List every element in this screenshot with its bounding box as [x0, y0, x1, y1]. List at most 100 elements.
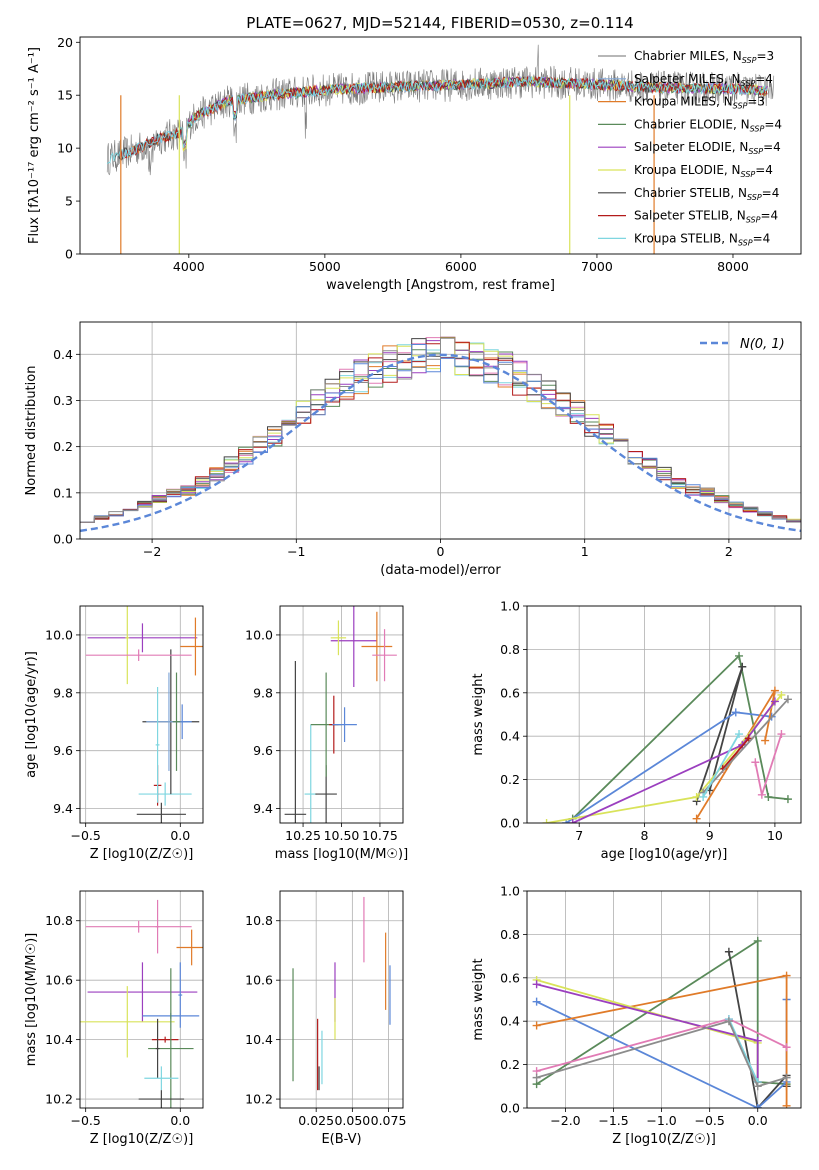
mass-weight-line — [572, 654, 789, 820]
mass-weight-marker — [770, 697, 779, 706]
axes-frame — [79, 890, 204, 1109]
y-tick-label: 0.4 — [53, 347, 73, 362]
legend-label: Salpeter STELIB, NSSP=4 — [634, 209, 778, 225]
y-tick-label: 9.4 — [253, 801, 273, 816]
mass-weight-marker — [782, 1073, 791, 1082]
x-tick-label: 10 — [767, 828, 783, 843]
x-axis-label: age [log10(age/yr)] — [601, 847, 728, 862]
x-tick-label: −0.5 — [70, 1113, 100, 1128]
axes-mass_weight_vs_age: 7 8 9 10 0.0 0.2 0.4 0.6 0.8 1.0 age [log10(age/yr… — [471, 599, 802, 862]
mass-weight-marker — [731, 708, 740, 717]
x-tick-label: 10.25 — [285, 828, 321, 843]
mass-weight-marker — [753, 936, 762, 945]
legend-label: Kroupa STELIB, NSSP=4 — [634, 231, 770, 247]
plot-area-mass_vs_EBV — [292, 896, 391, 1091]
y-tick-label: 1.0 — [500, 884, 520, 899]
x-axis-label: mass [log10(M/M☉)] — [275, 847, 408, 862]
axes-residuals: −2 −1 0 1 2 0.0 0.1 0.2 0.3 0.4 (data-model)/error… — [24, 321, 802, 578]
y-tick-label: 0.0 — [53, 532, 73, 547]
mass-weight-marker — [764, 792, 773, 801]
y-tick-label: 10.2 — [245, 1092, 273, 1107]
y-tick-label: 10.8 — [245, 913, 273, 928]
y-tick-label: 10.6 — [45, 973, 73, 988]
plot-area-mass_vs_Z — [80, 899, 203, 1108]
plot-area-mass_weight_vs_Z — [532, 936, 791, 1108]
spectrum-model-line — [106, 76, 768, 165]
x-tick-label: 0.0 — [170, 828, 190, 843]
mass-weight-marker — [542, 819, 551, 823]
mass-weight-line — [536, 1020, 787, 1088]
y-tick-label: 0.2 — [500, 772, 520, 787]
legend-label: Chabrier ELODIE, NSSP=4 — [634, 117, 782, 133]
axes-frame — [279, 605, 404, 824]
mass-weight-marker — [532, 1021, 541, 1030]
axes-age_vs_mass: 10.25 10.50 10.75 9.4 9.6 9.8 10.0 mass [log10(… — [245, 605, 408, 862]
y-tick-label: 0.6 — [500, 970, 520, 985]
y-tick-label: 10.4 — [245, 1032, 273, 1047]
y-tick-label: 20 — [57, 35, 73, 50]
mass-weight-marker — [753, 1036, 762, 1045]
x-tick-label: 0.0 — [748, 1113, 768, 1128]
y-axis-label: Flux [fλ10⁻¹⁷ erg cm⁻² s⁻¹ A⁻¹] — [27, 47, 42, 244]
mass-weight-marker — [699, 792, 708, 801]
y-tick-label: 10.0 — [45, 627, 73, 642]
x-tick-label: −1.0 — [646, 1113, 676, 1128]
x-tick-label: 2 — [725, 544, 733, 559]
x-axis-label: E(B-V) — [321, 1132, 361, 1147]
y-tick-label: 0.2 — [53, 439, 73, 454]
mass-weight-marker — [735, 651, 744, 660]
mass-weight-marker — [735, 730, 744, 739]
mass-weight-marker — [782, 971, 791, 980]
mass-weight-marker — [568, 819, 577, 823]
y-tick-label: 0.2 — [500, 1057, 520, 1072]
x-tick-label: 0.075 — [371, 1113, 407, 1128]
gaussian-curve — [80, 353, 801, 533]
y-tick-label: 0.0 — [500, 816, 520, 831]
plot-area-residuals — [80, 336, 801, 533]
y-tick-label: 0.1 — [53, 485, 73, 500]
axes-frame — [79, 36, 802, 255]
mass-weight-marker — [770, 686, 779, 695]
x-tick-label: −2.0 — [550, 1113, 580, 1128]
y-axis-label: age [log10(age/yr)] — [24, 651, 39, 778]
legend-label: Chabrier MILES, NSSP=3 — [634, 49, 774, 65]
mass-weight-marker — [782, 1101, 791, 1108]
plot-area-age_vs_Z — [85, 606, 203, 823]
mass-weight-line — [702, 698, 789, 794]
x-tick-label: 0 — [437, 544, 445, 559]
mass-weight-marker — [783, 695, 792, 704]
y-tick-label: 0.4 — [500, 729, 520, 744]
mass-weight-marker — [738, 662, 747, 671]
mass-weight-marker — [532, 997, 541, 1006]
axes-mass_weight_vs_Z: −2.0 −1.5 −1.0 −0.5 0.0 0.0 0.2 0.4 0.6 0.8 1.0 Z [… — [471, 884, 802, 1147]
y-tick-label: 0 — [65, 247, 73, 262]
plot-area-mass_weight_vs_age — [542, 651, 792, 823]
mass-weight-line — [728, 1018, 759, 1083]
x-tick-label: 8 — [640, 828, 648, 843]
mass-weight-marker — [757, 790, 766, 799]
legend-label: Kroupa ELODIE, NSSP=4 — [634, 163, 773, 179]
axes-frame — [279, 890, 404, 1109]
mass-weight-marker — [692, 814, 701, 823]
y-axis-label: Normed distribution — [24, 366, 39, 496]
mass-weight-marker — [753, 1104, 762, 1108]
mass-weight-line — [722, 737, 750, 770]
x-tick-label: −0.5 — [70, 828, 100, 843]
y-tick-label: 10 — [57, 141, 73, 156]
y-tick-label: 10.0 — [245, 627, 273, 642]
axes-mass_vs_EBV: 0.025 0.050 0.075 10.2 10.4 10.6 10.8 E(B-V) — [245, 890, 407, 1147]
x-tick-label: −2 — [143, 544, 161, 559]
x-tick-label: 1 — [581, 544, 589, 559]
y-axis-label: mass [log10(M/M☉)] — [24, 933, 39, 1066]
y-tick-label: 0.4 — [500, 1014, 520, 1029]
y-tick-label: 10.8 — [45, 913, 73, 928]
x-tick-label: −0.5 — [694, 1113, 724, 1128]
axes-mass_vs_Z: −0.5 0.0 10.2 10.4 10.6 10.8 Z [log10(Z/Z☉)] ma… — [24, 890, 204, 1147]
y-tick-label: 0.8 — [500, 642, 520, 657]
y-tick-label: 1.0 — [500, 599, 520, 614]
y-tick-label: 10.4 — [45, 1032, 73, 1047]
y-axis-label: mass weight — [471, 958, 486, 1040]
y-tick-label: 9.8 — [253, 685, 273, 700]
